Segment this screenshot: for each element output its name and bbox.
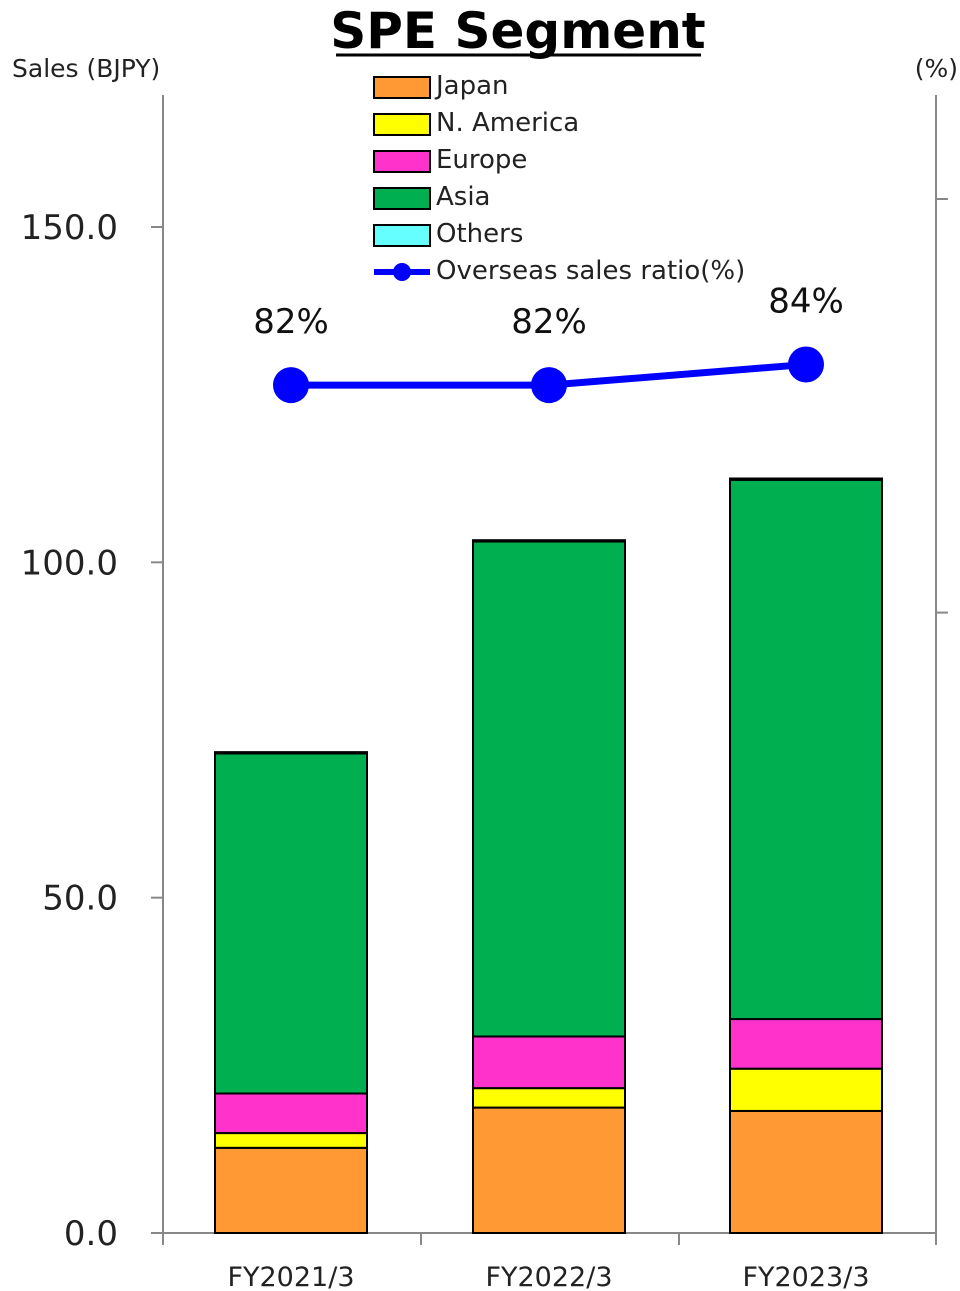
bar-segment: [214, 752, 368, 1095]
legend-swatch: [373, 224, 431, 247]
legend-label: Asia: [436, 182, 491, 212]
bar-segment: [214, 1132, 368, 1149]
bar-segment: [214, 1146, 368, 1234]
x-tick-label: FY2022/3: [485, 1262, 612, 1291]
bar-segment: [472, 1106, 626, 1234]
legend-swatch: [373, 187, 431, 210]
legend-label: Others: [436, 219, 523, 249]
chart-title: SPE Segment: [330, 2, 705, 60]
y-axis-title: Sales (BJPY): [12, 54, 160, 83]
x-tick-label: FY2023/3: [742, 1262, 869, 1291]
ratio-data-label: 82%: [253, 302, 329, 342]
bar-segment: [729, 1109, 883, 1235]
ratio-point: [531, 367, 567, 404]
ratio-data-label: 84%: [768, 281, 844, 321]
bar-segment: [729, 1018, 883, 1070]
y-tick-label: 150.0: [21, 208, 118, 248]
y-tick-label: 100.0: [21, 543, 118, 583]
ratio-point: [788, 346, 824, 383]
bar-segment: [729, 477, 883, 481]
bar-segment: [729, 478, 883, 1021]
legend-label: Europe: [436, 145, 527, 175]
overseas-ratio-line: 82% 82% 84%: [253, 281, 844, 404]
x-tick-label: FY2021/3: [227, 1262, 354, 1291]
ratio-data-label: 82%: [511, 302, 587, 342]
y2-axis-title: (%): [915, 54, 958, 83]
legend-swatch: [373, 150, 431, 173]
bar-segment: [472, 540, 626, 1038]
y-tick-label: 50.0: [42, 879, 118, 919]
bar-segment: [729, 1067, 883, 1112]
legend-swatch: [373, 113, 431, 136]
legend-label: Overseas sales ratio(%): [436, 256, 745, 286]
legend-swatch: [373, 76, 431, 99]
stacked-bars: [214, 477, 883, 1235]
bar-segment: [472, 539, 626, 543]
legend-label: N. America: [436, 108, 579, 138]
ratio-point: [273, 367, 309, 404]
bar-segment: [472, 1087, 626, 1109]
legend-label: Japan: [434, 71, 509, 101]
legend-line-marker: [393, 263, 411, 281]
bar-segment: [472, 1035, 626, 1090]
bar-segment: [214, 1092, 368, 1135]
y-tick-label: 0.0: [64, 1214, 118, 1254]
bar-segment: [214, 751, 368, 755]
chart-title-group: SPE Segment: [330, 2, 705, 60]
axes: 0.0 50.0 100.0 150.0 FY2021/3 FY2022/3 FY2023/…: [21, 95, 948, 1291]
legend: Japan N. America Europe Asia Others Overseas …: [373, 71, 745, 286]
